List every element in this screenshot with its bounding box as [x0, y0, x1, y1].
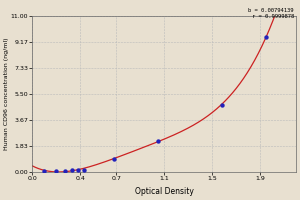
Point	[69, 169, 74, 172]
Point	[54, 169, 58, 173]
Point	[263, 36, 268, 39]
Point	[156, 139, 161, 143]
Point	[62, 169, 67, 172]
Point	[81, 168, 86, 171]
Point	[42, 170, 46, 173]
Point	[75, 168, 80, 172]
Point	[219, 103, 224, 106]
Y-axis label: Human CD96 concentration (ng/ml): Human CD96 concentration (ng/ml)	[4, 38, 9, 150]
Point	[111, 157, 116, 161]
Text: b = 0.00794139
r = 0.9999878: b = 0.00794139 r = 0.9999878	[248, 8, 294, 19]
X-axis label: Optical Density: Optical Density	[135, 187, 194, 196]
